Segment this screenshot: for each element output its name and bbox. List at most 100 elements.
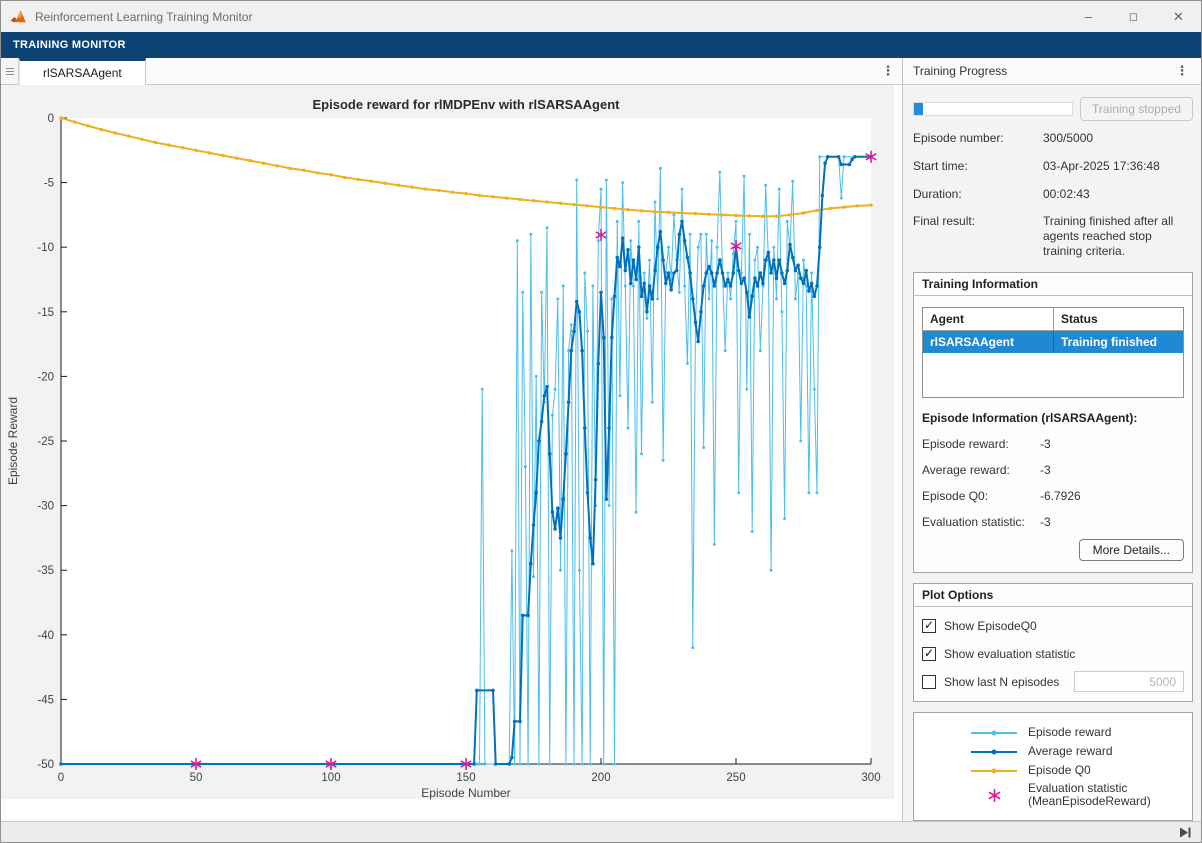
svg-text:-5: -5: [44, 178, 54, 190]
legend-label: Episode Q0: [1028, 764, 1091, 778]
svg-text:50: 50: [190, 772, 203, 784]
svg-text:250: 250: [726, 772, 745, 784]
legend-item-episode-q0: Episode Q0: [971, 763, 1192, 779]
tab-label: rlSARSAAgent: [43, 66, 122, 80]
matlab-logo-icon: [10, 9, 27, 25]
document-tabstrip: rlSARSAAgent ⋮: [1, 58, 902, 85]
legend-label: Average reward: [1028, 745, 1113, 759]
svg-text:-30: -30: [37, 501, 54, 513]
tab-grip-icon[interactable]: [1, 58, 19, 84]
evaluation-statistic-row: Evaluation statistic: -3: [922, 515, 1184, 529]
start-time-row: Start time: 03-Apr-2025 17:36:48: [913, 159, 1193, 174]
evaluation-statistic-asterisk-icon: [971, 788, 1017, 803]
svg-text:300: 300: [861, 772, 880, 784]
minimize-button[interactable]: –: [1066, 1, 1111, 32]
agent-status-table: Agent Status rlSARSAAgent Training finis…: [922, 307, 1184, 398]
show-last-n-episodes-label: Show last N episodes: [944, 675, 1059, 689]
svg-text:Episode reward for rlMDPEnv wi: Episode reward for rlMDPEnv with rlSARSA…: [313, 97, 621, 112]
episode-information-title: Episode Information (rlSARSAAgent):: [922, 411, 1184, 425]
evaluation-statistic-value: -3: [1040, 515, 1051, 529]
average-reward-label: Average reward:: [922, 463, 1040, 477]
training-progress-header: Training Progress ⋮: [903, 58, 1201, 85]
legend-item-evaluation-statistic: Evaluation statistic (MeanEpisodeReward): [971, 782, 1192, 810]
status-column-header: Status: [1053, 308, 1183, 330]
average-reward-row: Average reward: -3: [922, 463, 1184, 477]
svg-text:Episode Number: Episode Number: [421, 786, 510, 800]
tab-rlsarsaagent[interactable]: rlSARSAAgent: [19, 58, 146, 85]
show-last-n-episodes-checkbox[interactable]: [922, 675, 936, 689]
episode-number-value: 300/5000: [1043, 131, 1193, 146]
svg-text:-10: -10: [37, 242, 54, 254]
svg-text:-50: -50: [37, 759, 54, 771]
episode-q0-row: Episode Q0: -6.7926: [922, 489, 1184, 503]
show-evaluation-statistic-checkbox[interactable]: [922, 647, 936, 661]
episode-reward-label: Episode reward:: [922, 437, 1040, 451]
svg-text:-20: -20: [37, 371, 54, 383]
last-n-episodes-input[interactable]: [1074, 671, 1184, 692]
ribbon-tab-label: TRAINING MONITOR: [13, 39, 126, 51]
svg-text:-15: -15: [37, 307, 54, 319]
training-progress-panel: Training Progress ⋮ Training stopped Epi…: [903, 58, 1201, 821]
chart-legend: Episode reward Average reward Episode Q0: [913, 712, 1193, 822]
progress-row: Training stopped: [913, 97, 1193, 121]
duration-label: Duration:: [913, 187, 1043, 202]
average-reward-line-swatch: [971, 751, 1017, 753]
average-reward-value: -3: [1040, 463, 1051, 477]
maximize-button[interactable]: ◻: [1111, 1, 1156, 32]
training-stopped-button[interactable]: Training stopped: [1080, 97, 1193, 121]
show-episodeq0-option[interactable]: Show EpisodeQ0: [922, 617, 1184, 635]
final-result-value: Training finished after all agents reach…: [1043, 214, 1193, 258]
training-information-box: Training Information Agent Status rlSARS…: [913, 272, 1193, 573]
show-last-n-episodes-option[interactable]: Show last N episodes: [922, 673, 1184, 691]
svg-text:-35: -35: [37, 565, 54, 577]
svg-text:-45: -45: [37, 694, 54, 706]
training-progress-bar: [913, 102, 1073, 116]
plot-options-box: Plot Options Show EpisodeQ0 Show evaluat…: [913, 583, 1193, 702]
duration-row: Duration: 00:02:43: [913, 187, 1193, 202]
titlebar: Reinforcement Learning Training Monitor …: [1, 1, 1201, 32]
svg-text:150: 150: [456, 772, 475, 784]
episode-q0-line-swatch: [971, 770, 1017, 772]
reward-chart: Episode reward for rlMDPEnv with rlSARSA…: [1, 85, 902, 821]
duration-value: 00:02:43: [1043, 187, 1193, 202]
reward-figure: Episode reward for rlMDPEnv with rlSARSA…: [1, 85, 902, 821]
table-row[interactable]: rlSARSAAgent Training finished: [923, 331, 1183, 353]
agent-cell: rlSARSAAgent: [923, 331, 1053, 353]
svg-text:0: 0: [58, 772, 64, 784]
start-time-value: 03-Apr-2025 17:36:48: [1043, 159, 1193, 174]
svg-text:-25: -25: [37, 436, 54, 448]
more-details-button[interactable]: More Details...: [1079, 539, 1184, 561]
episode-reward-value: -3: [1040, 437, 1051, 451]
legend-label: Episode reward: [1028, 726, 1111, 740]
training-progress-fill: [914, 103, 923, 115]
window-controls: – ◻ ✕: [1066, 1, 1201, 32]
table-empty-area: [923, 353, 1183, 397]
svg-text:200: 200: [591, 772, 610, 784]
panel-menu-icon[interactable]: ⋮: [1173, 63, 1191, 79]
final-result-label: Final result:: [913, 214, 1043, 258]
svg-text:100: 100: [321, 772, 340, 784]
agent-column-header: Agent: [923, 308, 1053, 330]
tab-overflow-menu-icon[interactable]: ⋮: [874, 58, 902, 84]
training-information-title: Training Information: [914, 273, 1192, 296]
close-button[interactable]: ✕: [1156, 1, 1201, 32]
table-header-row: Agent Status: [923, 308, 1183, 331]
show-episodeq0-label: Show EpisodeQ0: [944, 619, 1037, 633]
window-title: Reinforcement Learning Training Monitor: [35, 10, 252, 24]
show-episodeq0-checkbox[interactable]: [922, 619, 936, 633]
final-result-row: Final result: Training finished after al…: [913, 214, 1193, 258]
skip-to-end-icon[interactable]: [1179, 827, 1192, 838]
legend-item-episode-reward: Episode reward: [971, 725, 1192, 741]
show-evaluation-statistic-option[interactable]: Show evaluation statistic: [922, 645, 1184, 663]
plot-options-title: Plot Options: [914, 584, 1192, 607]
episode-reward-line-swatch: [971, 732, 1017, 734]
training-progress-title: Training Progress: [913, 64, 1007, 78]
document-panel: rlSARSAAgent ⋮ Episode reward for rlMDPE…: [1, 58, 903, 821]
svg-text:0: 0: [48, 113, 54, 125]
status-cell: Training finished: [1053, 331, 1183, 353]
svg-text:-40: -40: [37, 630, 54, 642]
app-window: Reinforcement Learning Training Monitor …: [0, 0, 1202, 843]
svg-text:Episode Reward: Episode Reward: [6, 397, 20, 485]
ribbon-training-monitor-tab[interactable]: TRAINING MONITOR: [1, 32, 1201, 58]
episode-number-row: Episode number: 300/5000: [913, 131, 1193, 146]
